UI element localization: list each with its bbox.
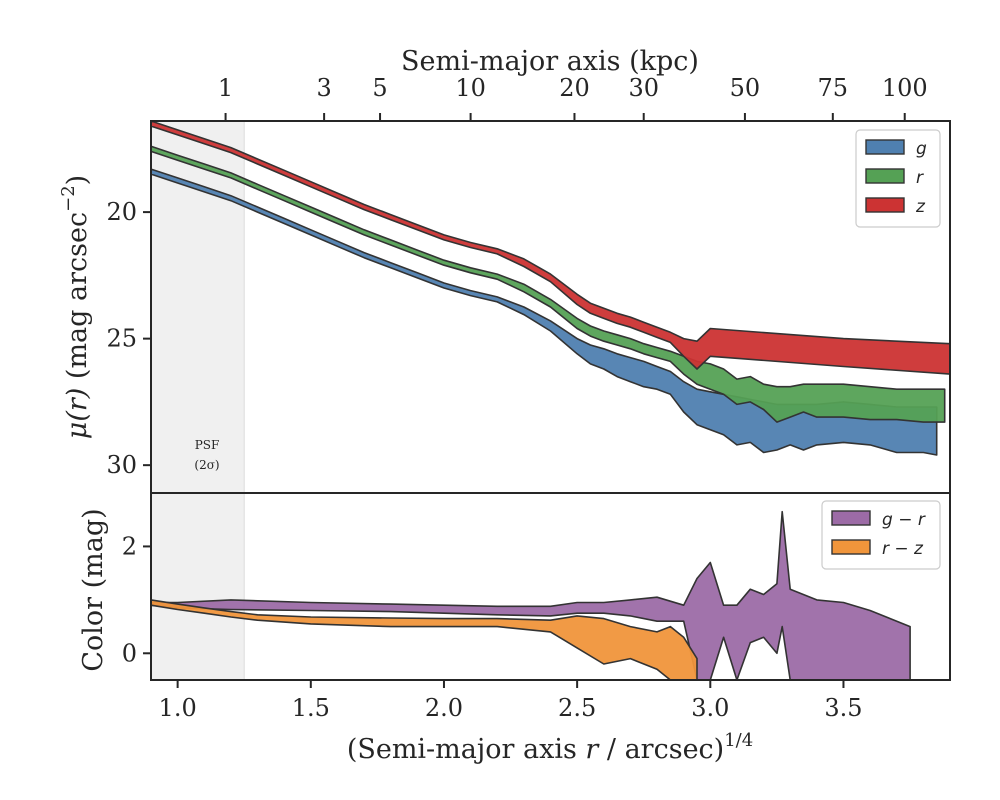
top-y-tick-label: 25 [106,325,137,353]
top-legend: grz [855,129,941,228]
series-band-r [150,145,946,423]
top-kpc-tick-label: 100 [882,74,928,102]
x-axis-title-exp: 1/4 [724,730,753,751]
legend-label: r [916,168,924,188]
top-y-axis-title: μ(r) (mag arcsec−2) [58,175,93,439]
x-axis-title-unit: / arcsec) [598,734,724,765]
bottom-x-tick-label: 3.0 [691,694,729,722]
bottom-y-tick-label: 0 [122,639,137,667]
x-axis-title-main: (Semi-major axis [347,734,586,765]
bottom-panel-frame [150,492,951,681]
bottom-x-tick-label: 3.5 [824,694,862,722]
legend-swatch [865,168,905,184]
bottom-x-tick-label: 1.5 [292,694,330,722]
series-band-z [150,120,951,375]
x-axis-title-r: r [585,734,600,765]
legend-swatch [831,510,871,526]
y-axis-title-exp: −2 [58,185,79,212]
legend-label: r − z [882,539,924,559]
top-kpc-tick-label: 5 [372,74,387,102]
top-y-tick-label: 20 [106,198,137,226]
psf-region-top [150,120,245,494]
top-kpc-tick-label: 50 [730,74,761,102]
bottom-legend: g − r r − z [821,500,941,570]
top-y-tick-label: 30 [106,451,137,479]
y-axis-title-unit: (mag arcsec [62,212,93,379]
bottom-y-tick-label: 2 [122,532,137,560]
top-kpc-tick-label: 30 [628,74,659,102]
legend-swatch [865,197,905,213]
color-panel: 1.0 1.5 2.0 2.5 3.0 3.5 0 2 g − r r − z [122,492,951,722]
top-kpc-tick-label: 75 [818,74,849,102]
bottom-y-axis-title: Color (mag) [78,508,109,671]
bottom-x-axis-title: (Semi-major axis r / arcsec)1/4 [347,730,753,765]
bottom-x-tick-label: 1.0 [159,694,197,722]
psf-label: PSF [195,438,220,452]
series-band-gr [150,510,911,681]
top-kpc-tick-label: 20 [559,74,590,102]
surface-brightness-panel: 1 3 5 10 20 30 50 75 100 20 25 30 PSF (2σ) grz [106,74,951,494]
legend-label: g [916,139,927,159]
psf-sigma-label: (2σ) [194,458,219,472]
legend-swatch [865,139,905,155]
bottom-x-tick-label: 2.5 [558,694,596,722]
psf-region-bottom [150,492,245,681]
y-axis-title-mu: μ(r) [62,388,93,440]
bottom-x-tick-label: 2.0 [425,694,463,722]
top-axis-title: Semi-major axis (kpc) [401,46,699,77]
y-axis-title-close: ) [62,175,93,186]
series-band-g [150,168,938,456]
top-kpc-tick-label: 1 [218,74,233,102]
legend-label: z [915,197,926,217]
legend-label: g − r [882,510,926,530]
top-kpc-tick-label: 10 [455,74,486,102]
top-kpc-tick-label: 3 [316,74,331,102]
legend-swatch [831,539,871,555]
